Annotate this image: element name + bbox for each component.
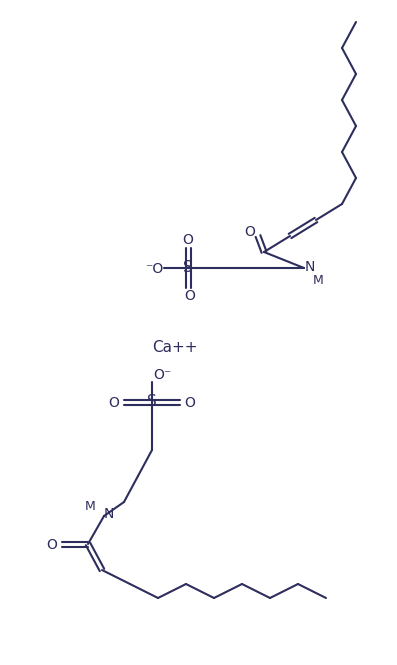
- Text: N: N: [104, 507, 114, 521]
- Text: O: O: [245, 225, 255, 239]
- Text: O: O: [185, 289, 195, 303]
- Text: ⁻O: ⁻O: [145, 262, 163, 276]
- Text: O: O: [108, 396, 119, 410]
- Text: O: O: [46, 538, 58, 552]
- Text: Ca++: Ca++: [152, 340, 197, 356]
- Text: N: N: [305, 260, 315, 274]
- Text: O⁻: O⁻: [153, 368, 171, 382]
- Text: O: O: [185, 396, 195, 410]
- Text: O: O: [183, 233, 193, 247]
- Text: S: S: [147, 394, 157, 410]
- Text: M: M: [85, 499, 95, 513]
- Text: S: S: [183, 261, 193, 275]
- Text: M: M: [312, 275, 324, 287]
